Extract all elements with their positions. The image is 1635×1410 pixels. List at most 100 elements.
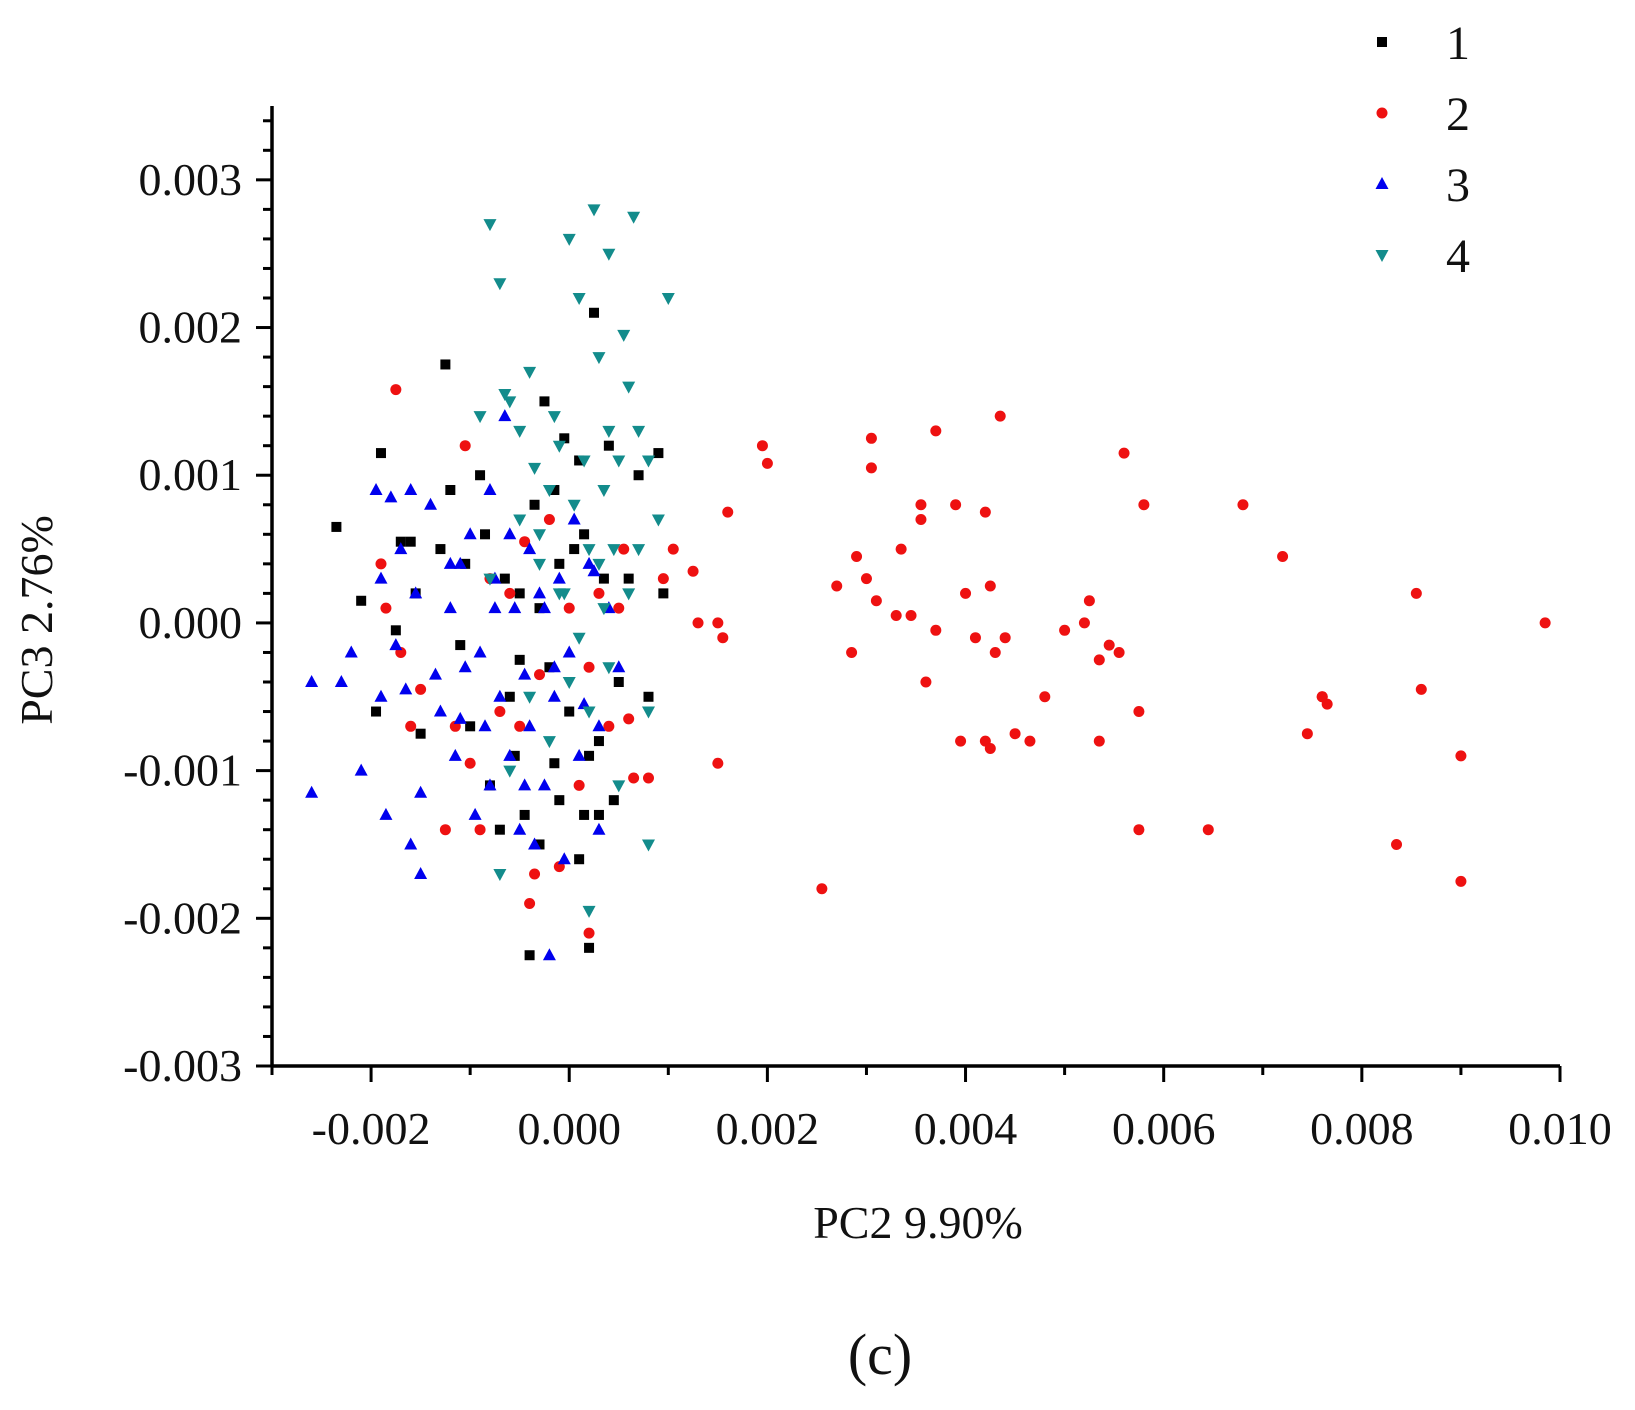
data-point-series-2 [390, 384, 402, 396]
data-point-series-1 [539, 396, 550, 407]
data-point-series-1 [579, 529, 590, 540]
data-point-series-2 [642, 772, 654, 784]
data-point-series-2 [618, 543, 630, 555]
data-point-series-2 [1078, 617, 1090, 629]
data-point-series-2 [415, 683, 427, 695]
data-point-series-3 [533, 586, 547, 599]
data-point-series-1 [415, 728, 426, 739]
data-point-series-3 [518, 778, 532, 791]
data-point-series-1 [375, 448, 386, 459]
data-point-series-1 [475, 470, 486, 481]
data-point-series-3 [389, 638, 403, 651]
data-point-series-2 [1093, 735, 1105, 747]
data-point-series-2 [494, 706, 506, 718]
data-point-series-2 [667, 543, 679, 555]
data-point-series-2 [603, 720, 615, 732]
data-point-series-1 [480, 529, 491, 540]
data-point-series-2 [1277, 550, 1289, 562]
data-point-series-2 [979, 506, 991, 518]
data-point-series-2 [524, 898, 536, 910]
data-point-series-2 [890, 610, 902, 622]
data-point-series-4 [493, 869, 507, 881]
data-point-series-1 [534, 839, 545, 850]
y-tick-label: 0.003 [139, 154, 243, 205]
data-point-series-1 [494, 824, 505, 835]
data-point-series-2 [816, 883, 828, 895]
data-point-series-3 [354, 763, 368, 776]
data-point-series-1 [643, 691, 654, 702]
data-point-series-2 [915, 514, 927, 526]
data-point-series-1 [559, 433, 570, 444]
data-point-series-2 [895, 543, 907, 555]
data-point-series-2 [1415, 683, 1427, 695]
x-tick-label: 0.004 [914, 1103, 1018, 1154]
data-point-series-2 [1391, 838, 1403, 850]
data-point-series-2 [1009, 728, 1021, 740]
data-point-series-2 [865, 462, 877, 474]
y-tick-label: -0.001 [123, 745, 242, 796]
data-point-series-1 [603, 440, 614, 451]
y-tick-label: 0.000 [139, 597, 243, 648]
data-point-series-2 [915, 499, 927, 511]
y-tick-label: 0.001 [139, 449, 243, 500]
data-point-series-1 [514, 588, 525, 599]
series-4 [473, 204, 675, 918]
data-point-series-4 [592, 352, 606, 365]
data-point-series-3 [428, 667, 442, 680]
legend-marker-2 [1376, 107, 1388, 119]
data-point-series-3 [488, 601, 502, 614]
data-point-series-3 [592, 822, 606, 835]
data-point-series-2 [687, 565, 699, 577]
data-point-series-1 [554, 795, 565, 806]
data-point-series-4 [587, 204, 601, 217]
data-point-series-2 [519, 536, 531, 548]
data-point-series-1 [544, 662, 555, 673]
data-point-series-2 [583, 927, 595, 939]
data-point-series-2 [563, 602, 575, 614]
data-point-series-4 [533, 529, 547, 542]
data-point-series-4 [567, 499, 581, 512]
data-point-series-1 [549, 485, 560, 495]
legend-label: 3 [1446, 159, 1470, 212]
legend-item-1: 1 [1377, 17, 1470, 70]
data-point-series-4 [582, 706, 596, 719]
data-point-series-2 [1455, 875, 1467, 887]
data-point-series-4 [602, 662, 616, 675]
data-point-series-2 [846, 646, 858, 658]
data-point-series-2 [712, 617, 724, 629]
data-point-series-1 [465, 721, 476, 732]
data-point-series-3 [582, 556, 596, 569]
data-point-series-2 [692, 617, 704, 629]
data-point-series-3 [498, 409, 512, 422]
data-point-series-2 [1138, 499, 1150, 511]
data-point-series-1 [514, 654, 525, 665]
data-point-series-4 [582, 544, 596, 557]
data-point-series-1 [554, 558, 565, 569]
y-axis-title: PC3 2.76% [11, 515, 62, 725]
data-point-series-3 [399, 682, 413, 695]
data-point-series-4 [641, 839, 655, 852]
data-point-series-3 [369, 483, 383, 495]
data-point-series-3 [473, 645, 487, 658]
data-point-series-4 [498, 389, 512, 401]
data-point-series-1 [658, 588, 669, 599]
x-tick-label: 0.000 [517, 1103, 621, 1154]
data-point-series-1 [435, 544, 446, 555]
data-point-series-4 [533, 558, 547, 571]
data-point-series-3 [305, 785, 319, 798]
data-point-series-3 [537, 601, 551, 614]
data-point-series-3 [612, 660, 626, 673]
panel-label: (c) [848, 1322, 912, 1387]
data-point-series-1 [356, 595, 367, 606]
data-point-series-1 [405, 536, 416, 547]
data-point-series-1 [593, 736, 604, 747]
data-point-series-1 [589, 307, 599, 318]
data-point-series-4 [661, 293, 675, 305]
data-point-series-4 [473, 411, 487, 424]
data-point-series-2 [920, 676, 932, 688]
data-point-series-4 [572, 632, 586, 645]
data-point-series-1 [460, 558, 471, 569]
data-point-series-1 [633, 470, 644, 481]
data-point-series-2 [761, 457, 773, 469]
